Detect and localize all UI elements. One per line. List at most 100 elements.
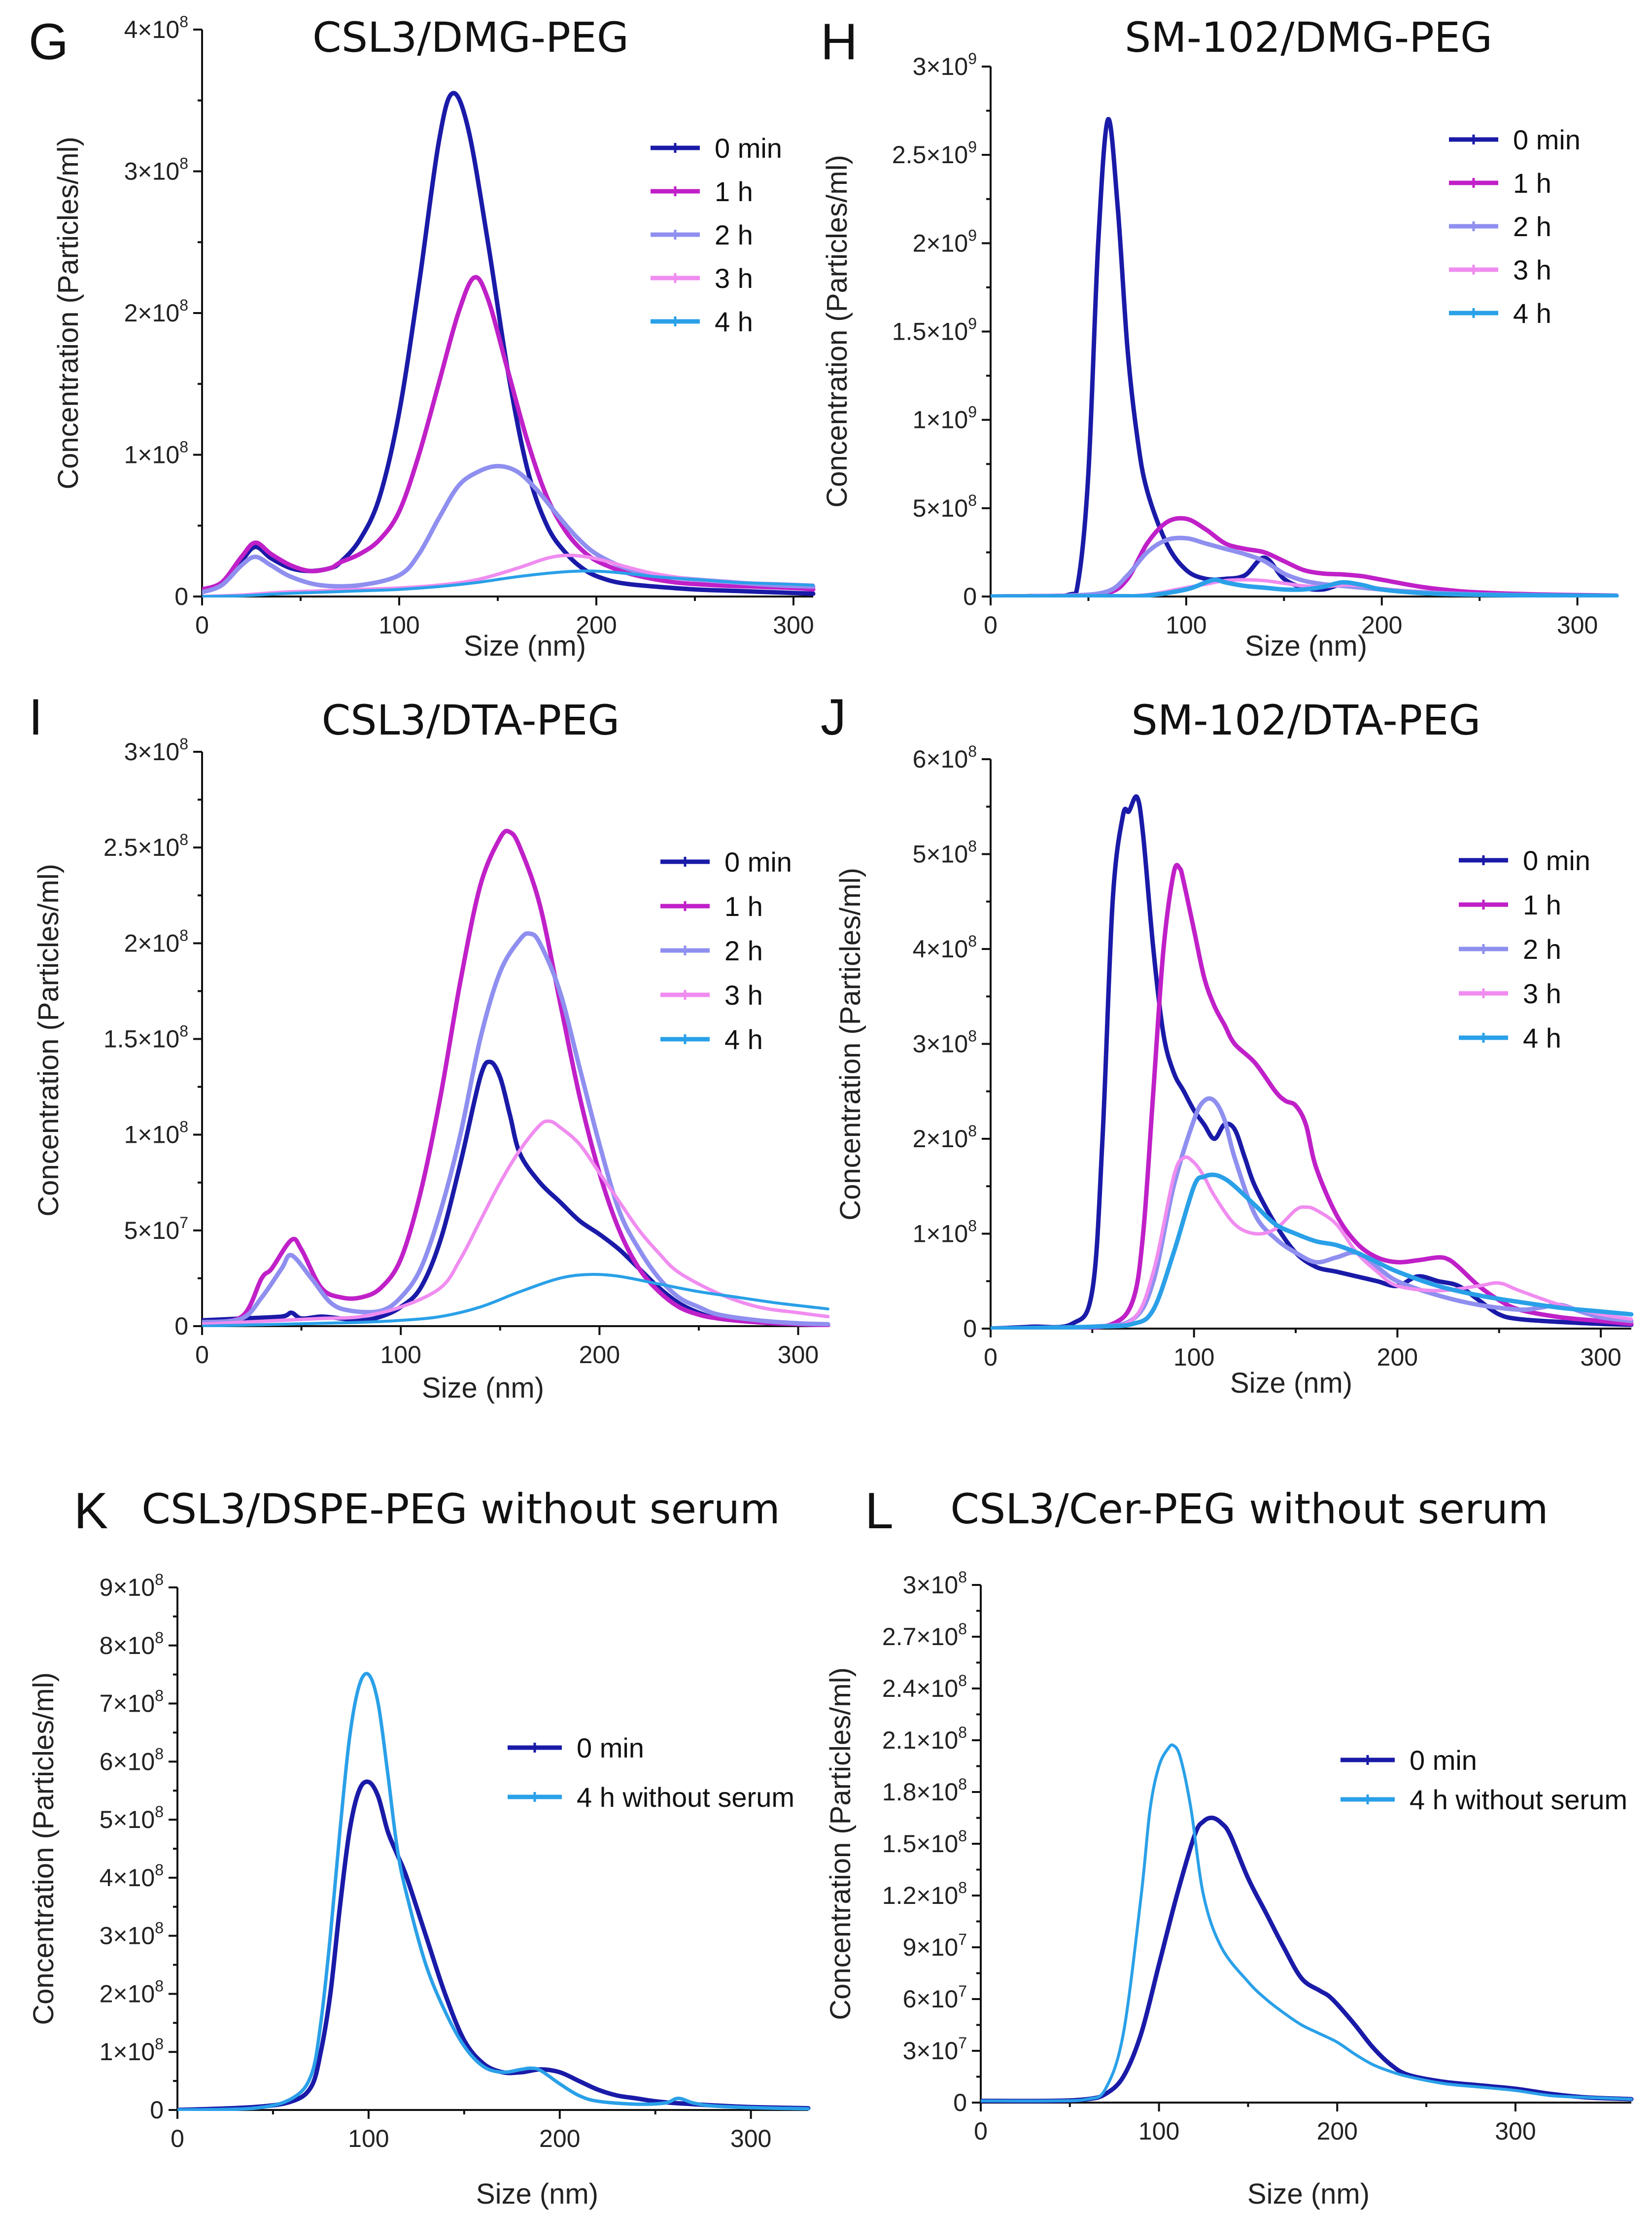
x-axis-label: Size (nm) — [1245, 630, 1367, 662]
y-axis-label: Concentration (Particles/ml) — [28, 1672, 60, 2025]
series-line-4-h-without-serum — [177, 1672, 810, 2111]
y-tick-label: 2.4×108 — [882, 1672, 967, 1702]
x-tick-label: 0 — [195, 1341, 209, 1369]
legend-label: 1 h — [715, 176, 753, 207]
x-tick-label: 0 — [171, 2125, 184, 2152]
panel-letter: I — [29, 689, 43, 746]
legend-label: 3 h — [1523, 978, 1561, 1009]
y-tick-label: 0 — [963, 1315, 977, 1342]
legend: 0 min 4 h without serum — [1341, 1745, 1627, 1815]
x-tick-label: 300 — [778, 1341, 819, 1369]
legend-label: 4 h without serum — [577, 1782, 794, 1813]
x-tick-label: 100 — [380, 1341, 421, 1369]
y-tick-label: 9×108 — [100, 1571, 164, 1601]
legend-label: 0 min — [1513, 124, 1581, 155]
legend: 0 min 1 h 2 h 3 h 4 h — [651, 133, 782, 337]
panel-h: H SM-102/DMG-PEG 0 5×108 1×109 1.5×109 2×109 2.… — [821, 13, 1619, 662]
y-axis-label: Concentration (Particles/ml) — [834, 868, 866, 1221]
y-axis-label: Concentration (Particles/ml) — [821, 155, 853, 508]
y-tick-label: 3×109 — [913, 50, 977, 80]
y-tick-label: 2×108 — [124, 296, 188, 327]
x-tick-label: 100 — [348, 2125, 389, 2152]
panel-letter: H — [821, 13, 858, 70]
y-tick-label: 2.7×108 — [882, 1620, 967, 1651]
y-tick-label: 4×108 — [124, 13, 188, 43]
x-tick-label: 100 — [1173, 1343, 1214, 1371]
legend: 0 min 1 h 2 h 3 h 4 h — [1459, 845, 1590, 1054]
y-tick-label: 2×109 — [913, 226, 977, 257]
y-tick-label: 5×108 — [913, 492, 977, 522]
y-tick-label: 3×108 — [124, 155, 188, 185]
legend-label: 2 h — [1513, 211, 1551, 242]
panel-j: J SM-102/DTA-PEG 0 1×108 2×108 3×108 4×108 5×10… — [821, 689, 1634, 1399]
x-tick-label: 100 — [379, 611, 419, 639]
y-tick-label: 0 — [963, 583, 977, 610]
x-tick-label: 200 — [539, 2125, 580, 2152]
y-tick-label: 1×108 — [124, 1118, 188, 1149]
y-tick-label: 1×108 — [100, 2035, 164, 2066]
y-tick-label: 2×108 — [124, 926, 188, 957]
y-tick-label: 7×108 — [100, 1687, 164, 1718]
y-axis-label: Concentration (Particles/ml) — [825, 1667, 857, 2020]
series-lines — [202, 91, 816, 597]
y-tick-label: 2.5×108 — [103, 831, 188, 861]
y-tick-label: 2×108 — [913, 1122, 977, 1153]
panel-l: L CSL3/Cer-PEG without serum 0 3×107 6×107 9×… — [825, 1482, 1634, 2210]
x-axis-label: Size (nm) — [422, 1372, 544, 1404]
x-tick-label: 200 — [1361, 611, 1402, 639]
legend: 0 min 4 h without serum — [508, 1732, 794, 1813]
y-tick-label: 5×107 — [124, 1214, 188, 1244]
y-tick-label: 1.8×108 — [882, 1775, 967, 1806]
legend: 0 min 1 h 2 h 3 h 4 h — [660, 846, 792, 1055]
legend: 0 min 1 h 2 h 3 h 4 h — [1449, 124, 1581, 329]
legend-label: 0 min — [1523, 845, 1590, 876]
panel-k: K CSL3/DSPE-PEG without serum 0 1×108 2×108 3… — [28, 1482, 811, 2210]
series-line-0-min — [991, 794, 1634, 1330]
legend-label: 0 min — [1410, 1745, 1477, 1776]
series-line-4-h — [991, 1172, 1634, 1330]
legend-label: 4 h — [1513, 298, 1551, 329]
legend-label: 1 h — [1513, 168, 1551, 199]
chart-title: CSL3/DTA-PEG — [322, 696, 620, 744]
series-line-1-h — [202, 829, 830, 1327]
y-tick-label: 1.5×109 — [892, 315, 977, 346]
legend-label: 3 h — [724, 980, 763, 1011]
x-tick-label: 200 — [579, 1341, 620, 1369]
series-line-2-h — [991, 1096, 1634, 1330]
series-line-4-h — [991, 577, 1619, 597]
chart-title: CSL3/DMG-PEG — [312, 13, 629, 62]
x-tick-label: 0 — [984, 611, 998, 639]
panel-letter: K — [74, 1482, 108, 1540]
series-line-4-h — [202, 569, 815, 597]
panel-letter: L — [865, 1482, 894, 1540]
y-tick-label: 1.5×108 — [103, 1022, 188, 1053]
legend-label: 2 h — [1523, 934, 1561, 965]
y-tick-label: 4×108 — [913, 932, 977, 963]
chart-title: SM-102/DMG-PEG — [1125, 13, 1492, 62]
y-tick-label: 3×108 — [124, 735, 188, 766]
chart-title: SM-102/DTA-PEG — [1132, 696, 1481, 744]
legend-label: 1 h — [1523, 889, 1561, 920]
y-tick-label: 6×108 — [913, 742, 977, 773]
y-tick-label: 6×107 — [903, 1982, 967, 2013]
chart-title: CSL3/DSPE-PEG without serum — [141, 1485, 780, 1533]
series-lines — [981, 1743, 1634, 2104]
x-tick-label: 300 — [730, 2125, 771, 2152]
x-axis-label: Size (nm) — [464, 630, 586, 662]
series-line-0-min — [981, 1815, 1634, 2104]
y-tick-label: 3×108 — [100, 1919, 164, 1950]
y-tick-label: 5×108 — [100, 1803, 164, 1833]
y-axis-label: Concentration (Particles/ml) — [33, 864, 65, 1217]
series-line-0-min — [202, 1059, 830, 1327]
x-axis-label: Size (nm) — [476, 2178, 598, 2210]
series-line-4-h-without-serum — [981, 1743, 1633, 2103]
y-tick-label: 1×108 — [913, 1217, 977, 1248]
y-tick-label: 0 — [174, 1312, 188, 1340]
panel-letter: J — [821, 689, 846, 746]
y-tick-label: 3×108 — [903, 1568, 967, 1599]
panel-i: I CSL3/DTA-PEG 0 5×107 1×108 1.5×108 2×108 2.5×… — [29, 689, 830, 1404]
series-line-4-h — [202, 1273, 829, 1327]
y-axis-label: Concentration (Particles/ml) — [52, 137, 84, 490]
legend-label: 0 min — [724, 846, 792, 878]
